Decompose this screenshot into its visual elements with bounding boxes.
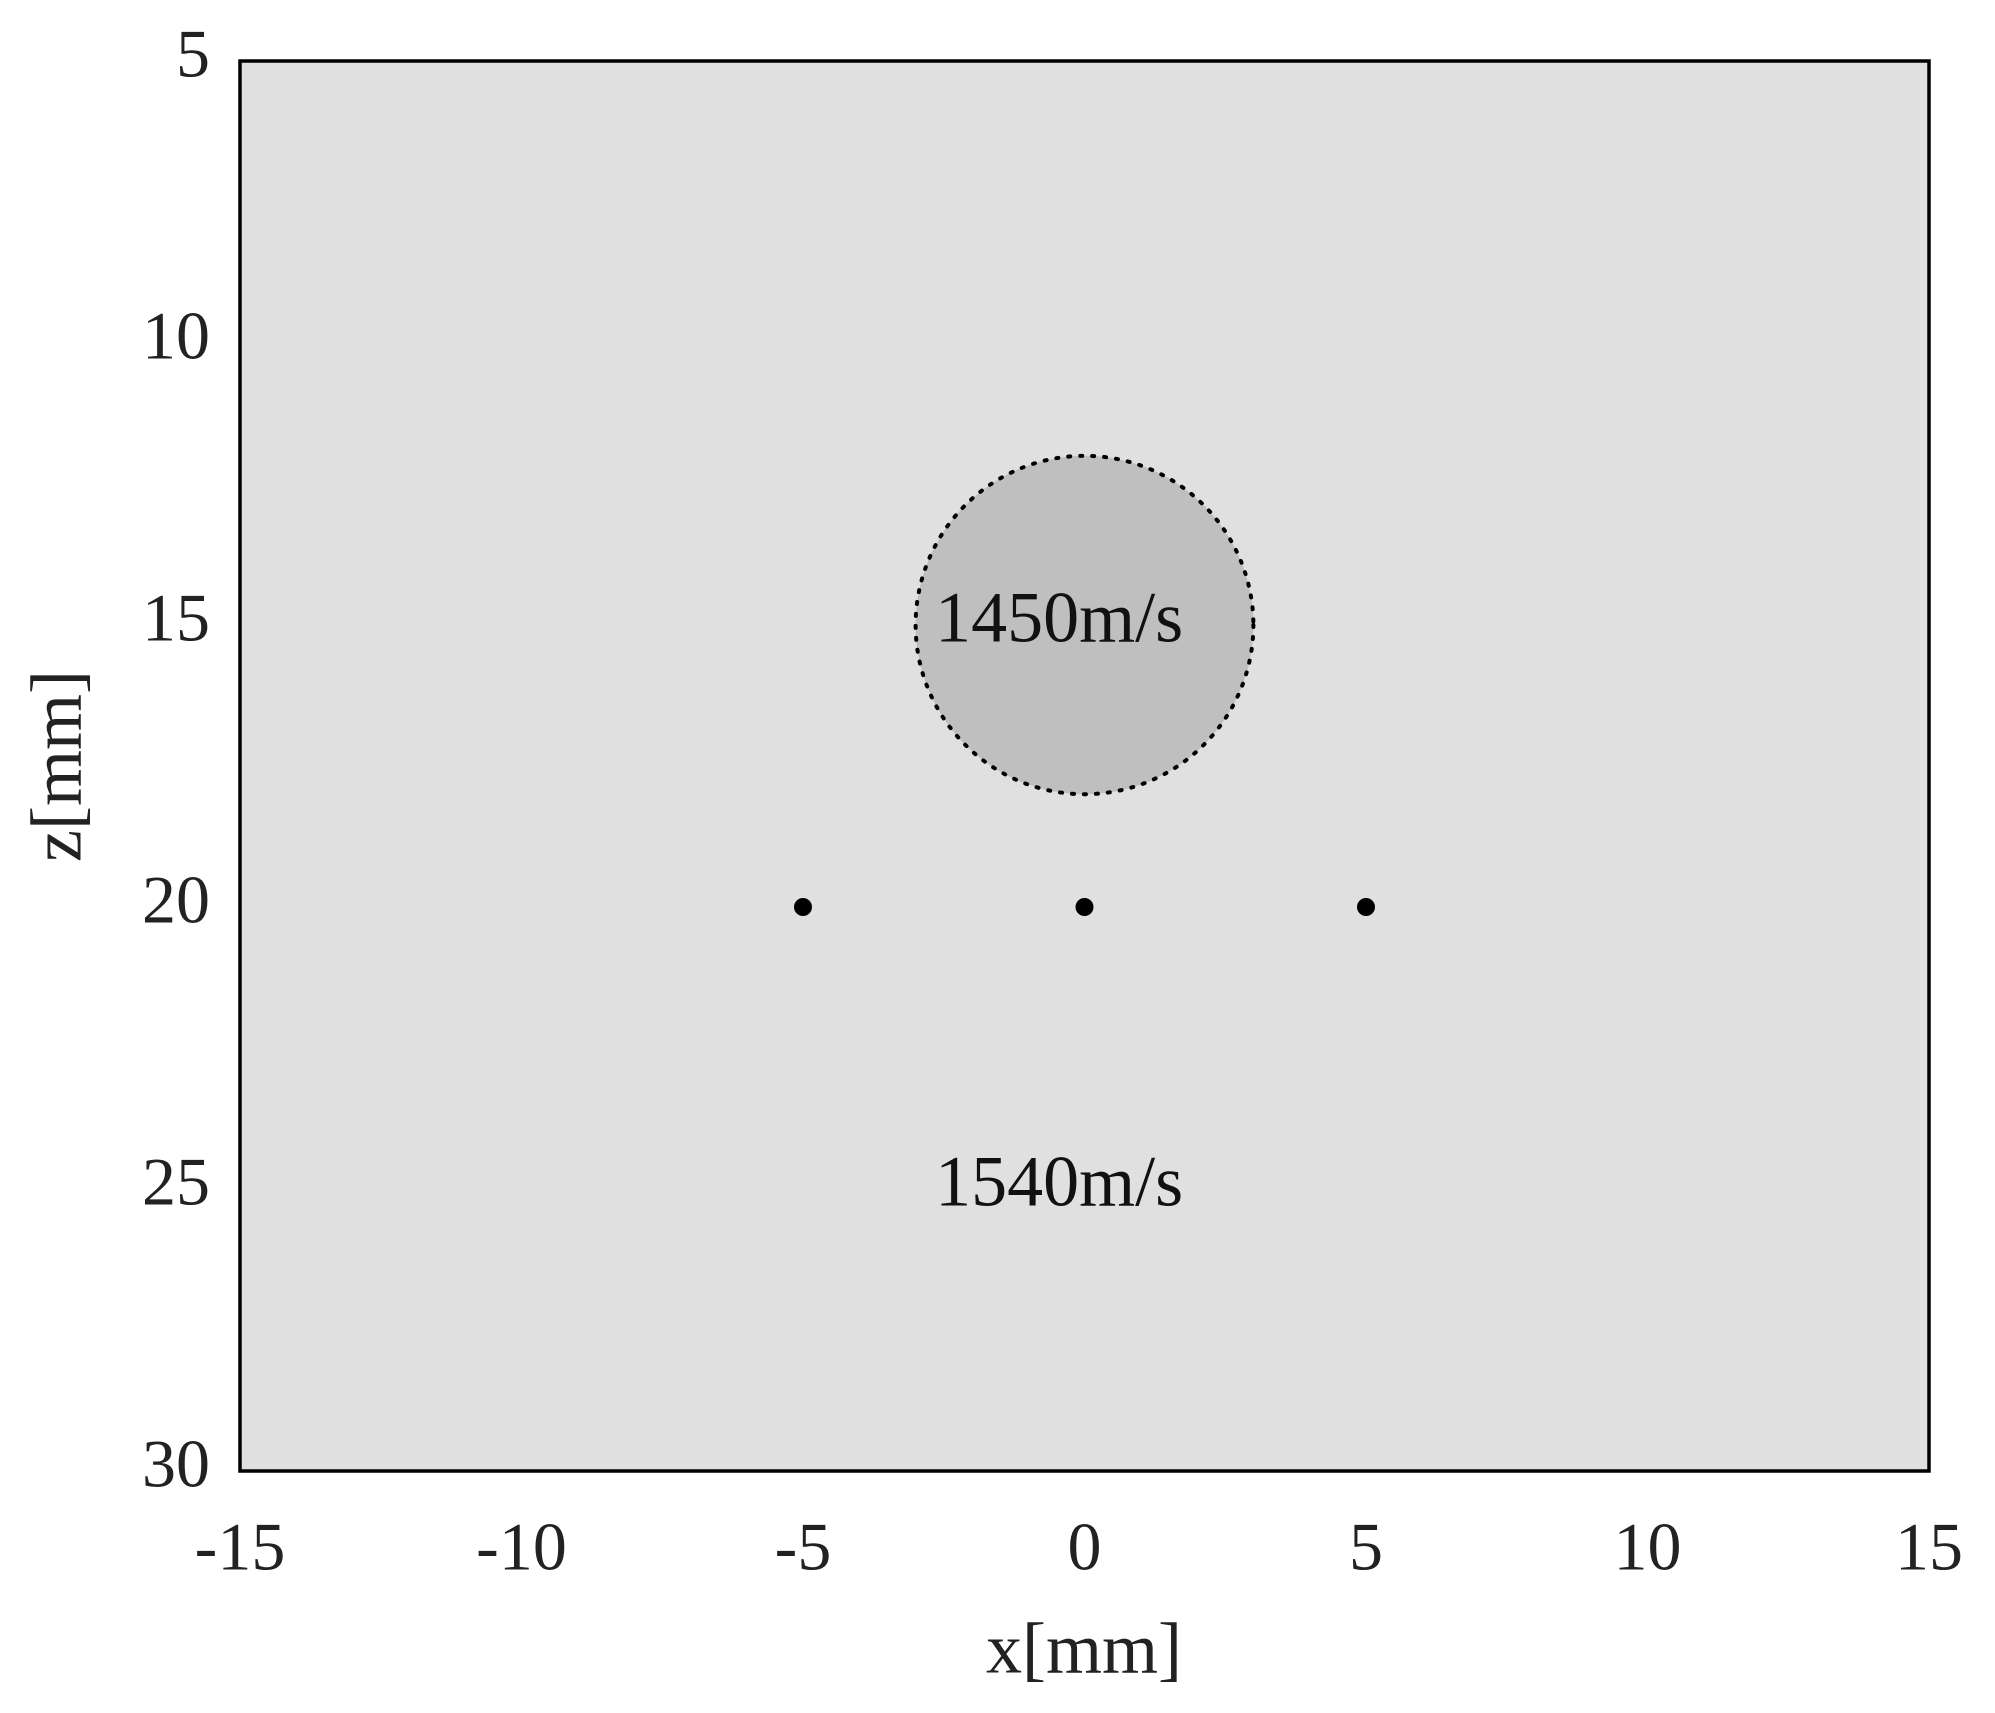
- plot-layer: 1450m/s 1540m/s: [794, 453, 1375, 1222]
- x-tick-label: 5: [1349, 1509, 1383, 1585]
- y-tick-label: 25: [142, 1144, 210, 1220]
- x-tick-label: -15: [195, 1509, 286, 1585]
- plot-frame: [238, 59, 1931, 1473]
- y-tick-label: 15: [142, 580, 210, 656]
- point: [1357, 898, 1375, 916]
- point: [794, 898, 812, 916]
- x-tick-label: 10: [1614, 1509, 1682, 1585]
- y-tick-label: 30: [142, 1426, 210, 1502]
- annotation: 1540m/s: [935, 1142, 1183, 1222]
- x-tick-label: -10: [476, 1509, 567, 1585]
- annotation: 1450m/s: [935, 578, 1183, 658]
- y-tick-label: 5: [176, 16, 210, 92]
- inclusion-region: [913, 453, 1256, 797]
- y-tick-label: 10: [142, 298, 210, 374]
- x-tick-label: -5: [775, 1509, 832, 1585]
- x-tick-label: 0: [1068, 1509, 1102, 1585]
- x-tick-label: 15: [1895, 1509, 1963, 1585]
- point: [1075, 898, 1094, 916]
- x-axis-label: x[mm]: [986, 1609, 1182, 1689]
- y-axis-label: z[mm]: [17, 670, 97, 862]
- y-tick-label: 20: [142, 862, 210, 938]
